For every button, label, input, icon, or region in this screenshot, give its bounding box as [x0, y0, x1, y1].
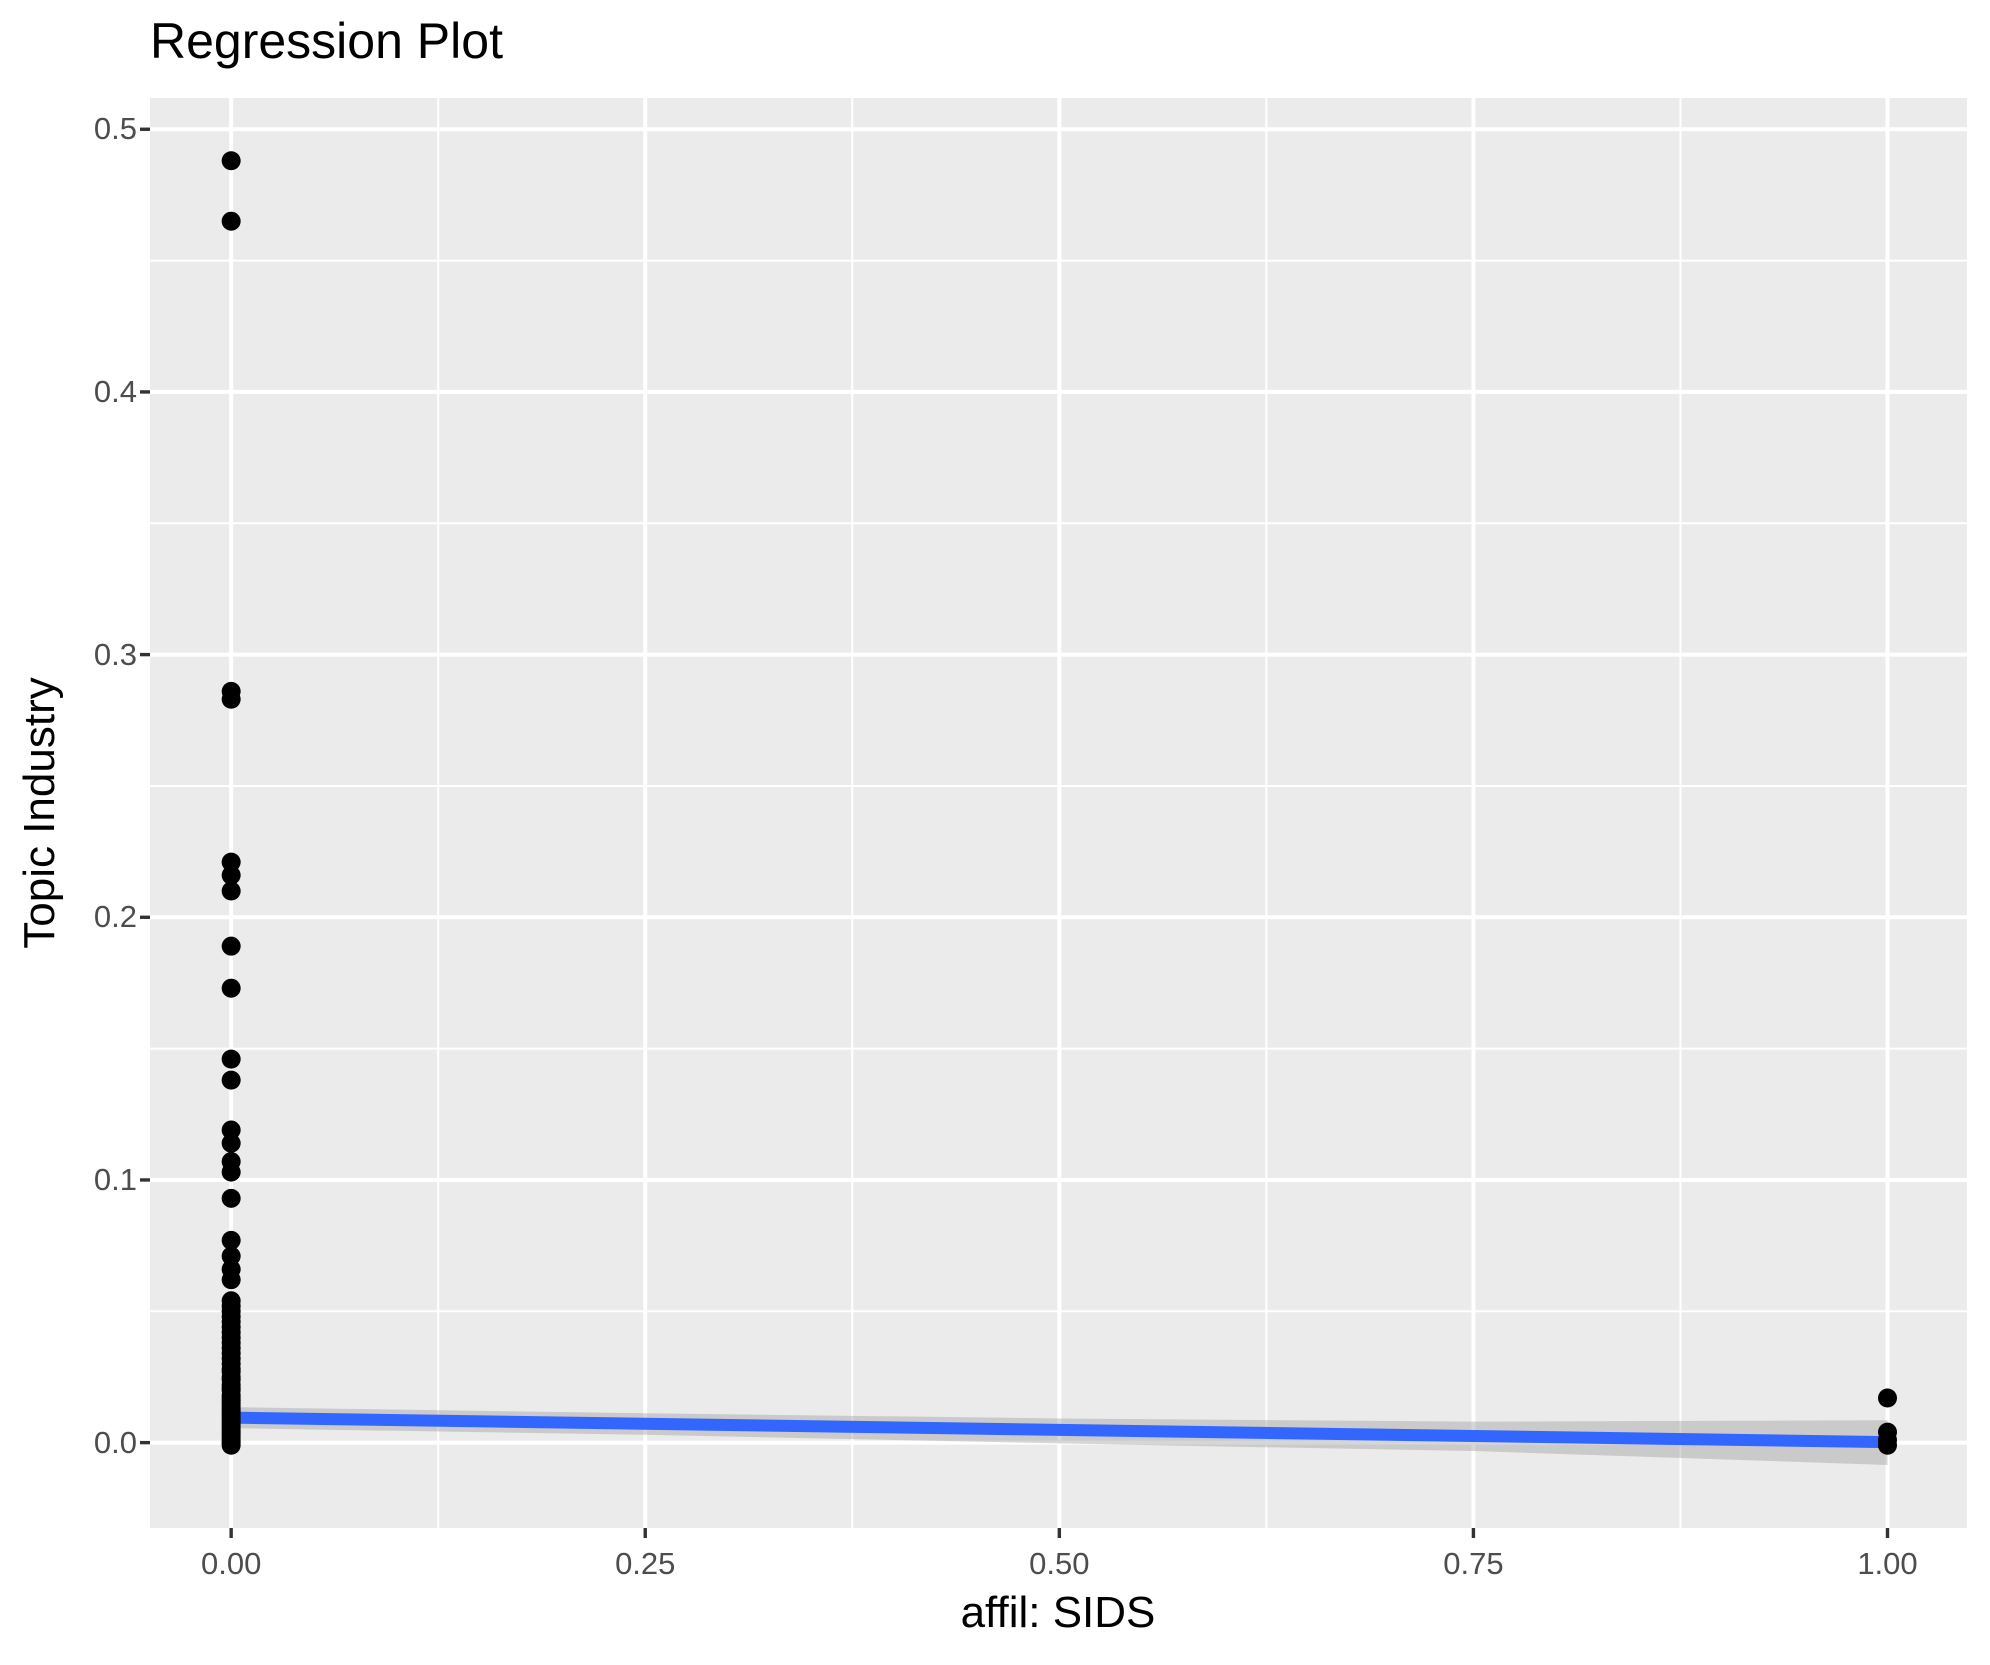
x-tick-label: 0.75 — [1443, 1546, 1504, 1581]
y-tick-label: 0.4 — [93, 373, 137, 409]
data-point — [221, 978, 241, 998]
data-point — [221, 1246, 241, 1266]
y-tick-label: 0.1 — [93, 1161, 137, 1197]
data-point — [221, 151, 241, 171]
data-point — [1877, 1435, 1897, 1455]
data-point — [221, 689, 241, 709]
x-tick-label: 1.00 — [1857, 1546, 1918, 1581]
data-point — [221, 1188, 241, 1208]
x-axis-title: affil: SIDS — [960, 1588, 1156, 1637]
y-tick-label: 0.3 — [93, 636, 137, 672]
data-point — [221, 1049, 241, 1069]
x-tick-label: 0.25 — [615, 1546, 676, 1581]
data-point — [221, 1270, 241, 1290]
data-point — [221, 852, 241, 872]
data-point — [221, 1120, 241, 1140]
data-point — [221, 881, 241, 901]
data-point — [221, 211, 241, 231]
data-point — [221, 865, 241, 885]
plot-title: Regression Plot — [150, 13, 503, 69]
data-point — [221, 1070, 241, 1090]
data-point — [221, 1162, 241, 1182]
data-point — [221, 1133, 241, 1153]
data-point — [1877, 1388, 1897, 1408]
y-tick-label: 0.5 — [93, 111, 137, 147]
regression-line — [225, 1411, 1894, 1449]
x-tick-label: 0.00 — [200, 1546, 262, 1581]
data-point — [221, 1435, 241, 1455]
data-point — [221, 936, 241, 956]
x-tick-label: 0.50 — [1029, 1546, 1090, 1581]
data-point — [221, 1230, 241, 1250]
y-tick-label: 0.2 — [93, 899, 137, 935]
y-tick-label: 0.0 — [93, 1424, 137, 1460]
